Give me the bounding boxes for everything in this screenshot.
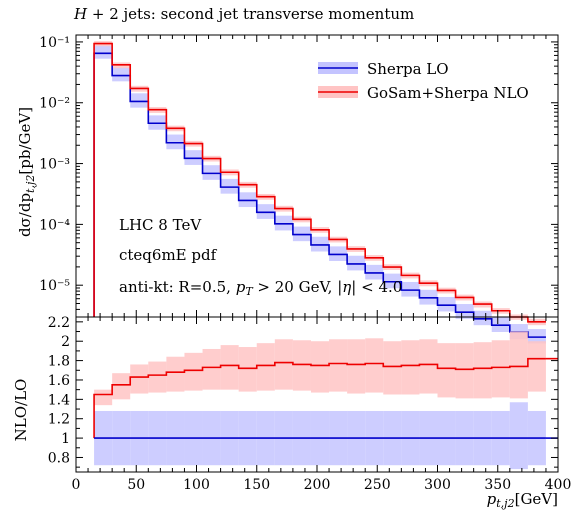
bot-band-a-bin-20 bbox=[455, 343, 474, 399]
annotation-cuts-c: | < 4.0 bbox=[351, 278, 402, 296]
top-band-a-bin-21 bbox=[473, 310, 492, 326]
top-band-a-bin-2 bbox=[130, 93, 149, 108]
x-tick-label-250: 250 bbox=[364, 477, 391, 493]
bot-band-a-bin-8 bbox=[238, 347, 257, 392]
top-y-tick-label-2: 10⁻³ bbox=[39, 157, 70, 173]
bot-band-a-bin-6 bbox=[202, 348, 221, 390]
x-tick-label-150: 150 bbox=[243, 477, 270, 493]
bot-band-a-bin-13 bbox=[329, 339, 348, 392]
top-line-a bbox=[93, 52, 546, 338]
bot-band-a-bin-12 bbox=[310, 341, 330, 393]
bot-band-a-bin-0 bbox=[94, 389, 113, 406]
bot-band-b-bin-23 bbox=[509, 402, 528, 470]
top-y-tick-label-4: 10⁻⁵ bbox=[39, 278, 70, 294]
legend: Sherpa LO GoSam+Sherpa NLO bbox=[318, 60, 529, 102]
bot-band-a-bin-18 bbox=[419, 339, 438, 394]
bot-band-a-bin-2 bbox=[130, 364, 149, 394]
bot-band-a-bin-24 bbox=[527, 341, 546, 392]
bot-band-a-bin-1 bbox=[112, 373, 131, 400]
x-tick-label-400: 400 bbox=[545, 477, 572, 493]
bottom-panel: 0 50 100 150 200 250 300 350 400 0.8 1 1.2 1.4 1.6 1.8… bbox=[48, 315, 572, 493]
x-tick-label-200: 200 bbox=[304, 477, 331, 493]
top-y-tick-label-1: 10⁻² bbox=[39, 96, 70, 112]
top-band-a-bin-4 bbox=[166, 134, 185, 150]
chart-title: H + 2 jets: second jet transverse moment… bbox=[73, 5, 414, 23]
x-axis-label: pt,j2[GeV] bbox=[487, 490, 558, 510]
annotation-lhc: LHC 8 TeV bbox=[119, 216, 202, 234]
top-band-a-bin-17 bbox=[401, 281, 420, 297]
legend-lo-label: Sherpa LO bbox=[367, 60, 449, 78]
bot-band-a-bin-19 bbox=[437, 343, 456, 398]
bot-band-a-bin-10 bbox=[274, 339, 293, 390]
x-label-p: p bbox=[487, 490, 497, 508]
bot-y-tick-label-1: 1 bbox=[61, 431, 70, 447]
top-y-label-unit: [pb/GeV] bbox=[16, 107, 34, 175]
annotation-cuts-a: anti-kt: R=0.5, bbox=[119, 278, 236, 296]
top-band-a-bin-6 bbox=[202, 165, 221, 180]
top-y-label-sub: t,j2 bbox=[24, 175, 37, 193]
x-tick-label-350: 350 bbox=[484, 477, 511, 493]
chart-title-rest: + 2 jets: second jet transverse momentum bbox=[87, 5, 414, 23]
annotation-cuts-p: p bbox=[236, 278, 246, 296]
bot-band-a-bin-14 bbox=[347, 339, 366, 394]
bot-band-a-bin-9 bbox=[256, 343, 275, 391]
top-ticks: 10⁻¹ 10⁻² 10⁻³ 10⁻⁴ 10⁻⁵ bbox=[39, 35, 559, 318]
bot-y-tick-label-1.4: 1.4 bbox=[48, 392, 70, 408]
annotation-pdf: cteq6mE pdf bbox=[119, 246, 218, 264]
bot-band-a-bin-7 bbox=[220, 345, 239, 390]
top-band-a-bin-14 bbox=[347, 255, 366, 271]
x-tick-label-0: 0 bbox=[72, 477, 81, 493]
bot-line-a bbox=[93, 357, 546, 439]
x-tick-label-300: 300 bbox=[424, 477, 451, 493]
bottom-y-axis-label: NLO/LO bbox=[12, 379, 30, 442]
bot-band-a-bin-22 bbox=[491, 340, 510, 398]
bottom-uncertainty-bands bbox=[94, 331, 546, 470]
bot-band-a-bin-5 bbox=[184, 352, 203, 391]
chart-title-h: H bbox=[73, 5, 88, 23]
bot-y-tick-label-2: 2 bbox=[61, 334, 70, 350]
bot-band-a-bin-21 bbox=[473, 342, 492, 399]
x-label-sub: t,j2 bbox=[496, 497, 514, 510]
top-line-b bbox=[93, 42, 546, 323]
top-y-axis-label: dσ/dpt,j2[pb/GeV] bbox=[16, 107, 37, 237]
bot-y-tick-label-0.8: 0.8 bbox=[48, 450, 70, 466]
bot-y-tick-label-1.6: 1.6 bbox=[48, 373, 70, 389]
bot-band-a-bin-3 bbox=[148, 361, 167, 393]
annotation-cuts-sub: T bbox=[245, 285, 254, 298]
top-band-a-bin-19 bbox=[437, 296, 456, 312]
bot-band-a-bin-17 bbox=[401, 340, 420, 395]
x-tick-label-100: 100 bbox=[183, 477, 210, 493]
x-tick-label-50: 50 bbox=[127, 477, 145, 493]
top-band-a-bin-7 bbox=[220, 178, 239, 194]
top-y-tick-label-3: 10⁻⁴ bbox=[39, 217, 70, 233]
x-label-unit: [GeV] bbox=[515, 490, 558, 508]
annotation-cuts: anti-kt: R=0.5, pT > 20 GeV, |η| < 4.0 bbox=[119, 278, 402, 298]
bot-y-tick-label-2.2: 2.2 bbox=[48, 315, 70, 331]
bot-band-a-bin-23 bbox=[509, 331, 528, 399]
top-band-a-bin-24 bbox=[527, 329, 546, 344]
top-axes-frame bbox=[75, 34, 559, 318]
top-band-a-bin-0 bbox=[94, 45, 113, 59]
bot-band-a-bin-4 bbox=[166, 356, 185, 392]
bot-y-tick-label-1.8: 1.8 bbox=[48, 354, 70, 370]
legend-nlo-label: GoSam+Sherpa NLO bbox=[367, 84, 529, 102]
annotation-cuts-eta: η bbox=[342, 278, 351, 296]
annotation-cuts-b: > 20 GeV, | bbox=[253, 278, 343, 296]
bot-band-a-bin-15 bbox=[365, 338, 384, 393]
bot-band-a-bin-16 bbox=[383, 341, 402, 395]
top-axes bbox=[75, 34, 559, 318]
top-series-lines bbox=[93, 42, 546, 338]
bottom-ticks: 0 50 100 150 200 250 300 350 400 0.8 1 1.2 1.4 1.6 1.8… bbox=[48, 315, 572, 493]
top-band-a-bin-1 bbox=[112, 67, 131, 82]
top-y-label-main: dσ/dp bbox=[16, 193, 34, 237]
top-panel: 10⁻¹ 10⁻² 10⁻³ 10⁻⁴ 10⁻⁵ bbox=[39, 34, 559, 344]
top-y-tick-label-0: 10⁻¹ bbox=[39, 35, 70, 51]
bot-band-a-bin-11 bbox=[292, 340, 311, 391]
bot-y-tick-label-1.2: 1.2 bbox=[48, 412, 70, 428]
